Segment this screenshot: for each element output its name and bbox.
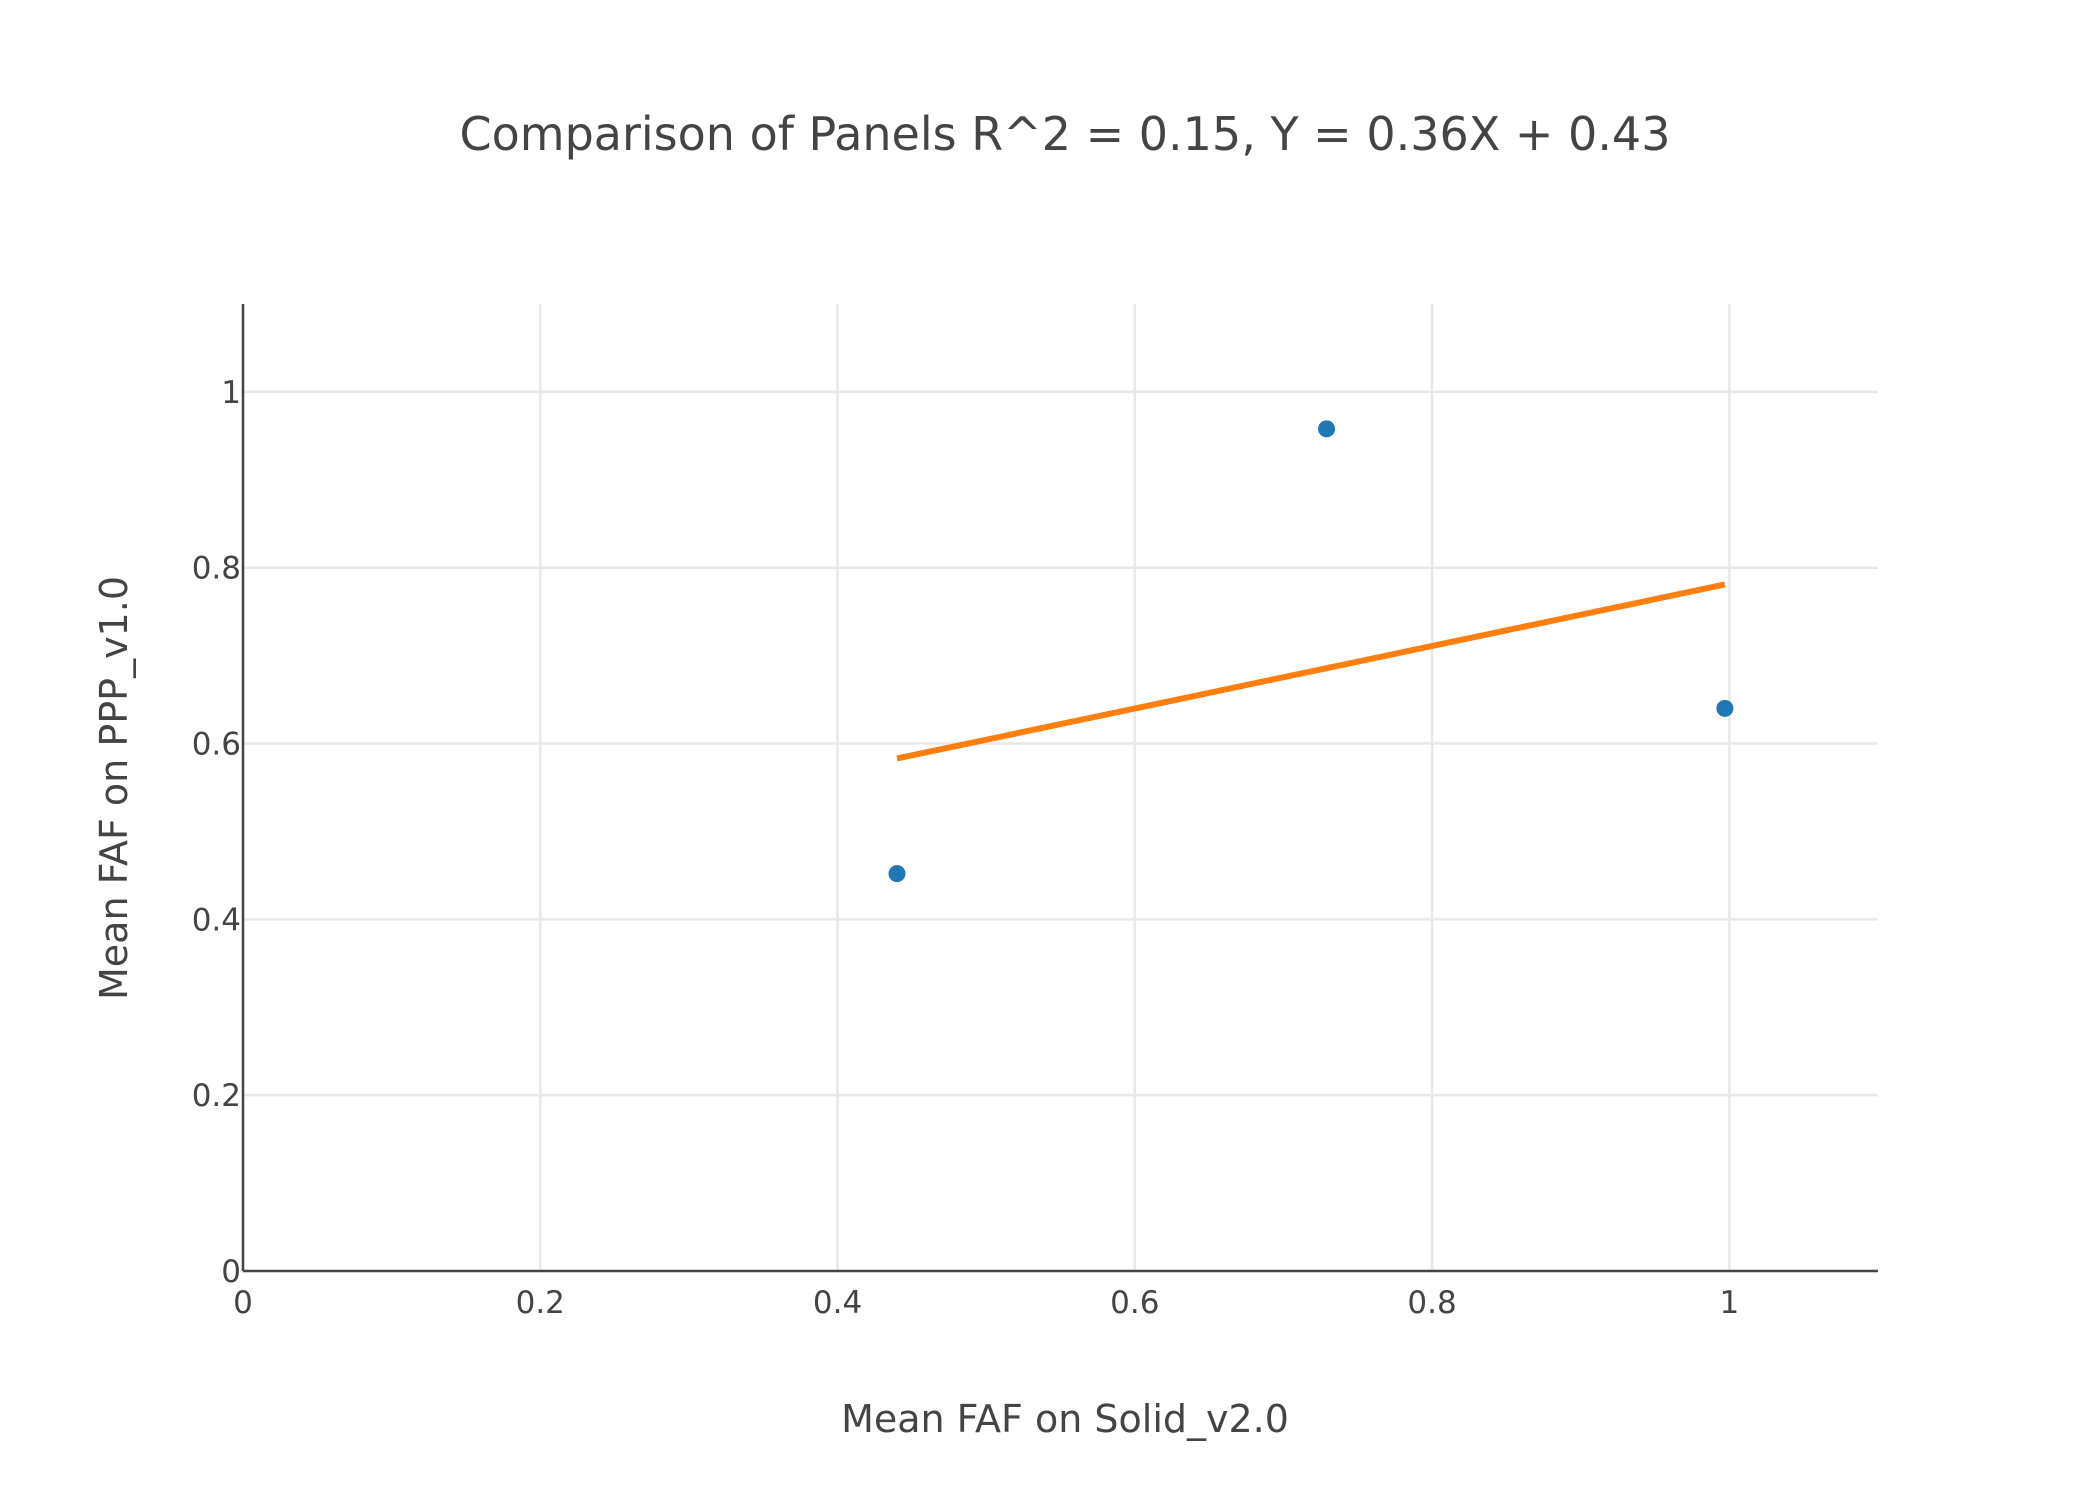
y-tick-label: 1 <box>221 375 241 411</box>
data-point <box>1318 420 1336 438</box>
y-tick-label: 0.8 <box>192 551 241 587</box>
y-axis-title: Mean FAF on PPP_v1.0 <box>92 576 136 1000</box>
x-tick-label: 0.8 <box>1407 1285 1456 1321</box>
x-tick-label: 0.4 <box>813 1285 862 1321</box>
data-point <box>1716 699 1734 717</box>
plot-area <box>888 420 1734 883</box>
x-tick-label: 0.6 <box>1110 1285 1159 1321</box>
regression-line <box>896 581 1726 762</box>
y-tick-label: 0.2 <box>192 1078 241 1114</box>
axes <box>241 304 1878 1273</box>
y-tick-label: 0 <box>221 1254 241 1290</box>
x-tick-label: 0 <box>233 1285 253 1321</box>
x-axis-title: Mean FAF on Solid_v2.0 <box>841 1397 1289 1441</box>
y-tick-label: 0.4 <box>192 902 241 938</box>
x-tick-label: 1 <box>1719 1285 1739 1321</box>
y-tick-label: 0.6 <box>192 727 241 763</box>
chart-title: Comparison of Panels R^2 = 0.15, Y = 0.3… <box>460 107 1671 161</box>
data-point <box>888 865 906 883</box>
x-tick-label: 0.2 <box>516 1285 565 1321</box>
tick-labels: 0 0.2 0.4 0.6 0.8 1 0 0.2 0.4 0.6 0.8 1 <box>192 375 1740 1321</box>
grid <box>243 304 1878 1271</box>
